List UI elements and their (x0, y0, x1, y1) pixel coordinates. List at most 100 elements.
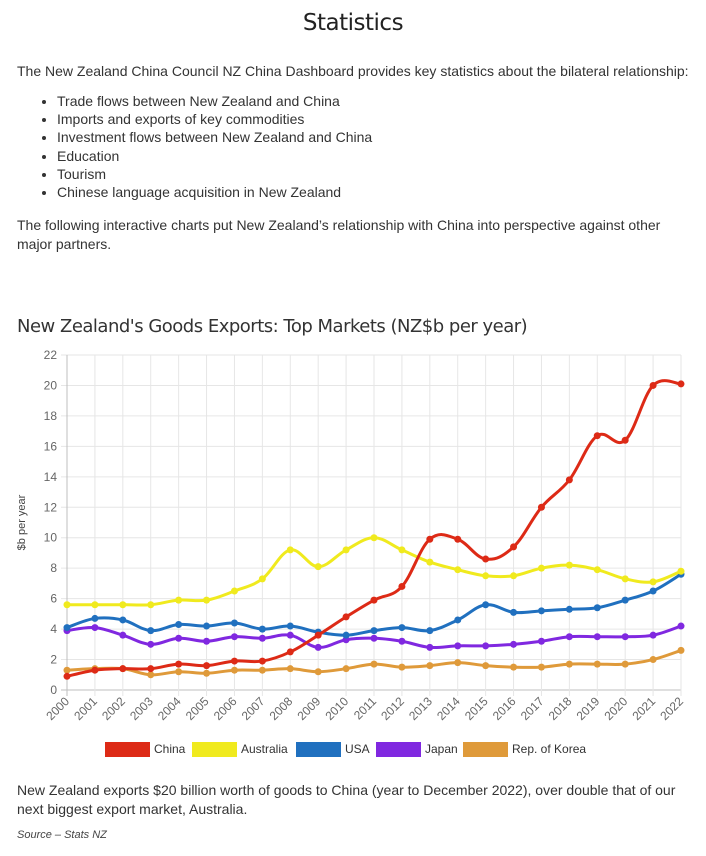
data-point-usa (91, 614, 99, 622)
legend-label: Rep. of Korea (512, 742, 587, 756)
data-point-rep-of-korea (649, 656, 657, 664)
data-point-usa (510, 608, 518, 616)
data-point-china (649, 381, 657, 389)
x-tick-label: 2010 (322, 694, 351, 723)
x-tick-label: 2012 (378, 694, 407, 723)
data-point-usa (454, 616, 462, 624)
data-point-usa (482, 601, 490, 609)
data-point-china (565, 476, 573, 484)
x-tick-label: 2003 (127, 694, 156, 723)
data-point-australia (565, 561, 573, 569)
chart-title: New Zealand's Goods Exports: Top Markets… (17, 316, 528, 337)
x-tick-label: 2009 (295, 694, 324, 723)
data-point-japan (147, 640, 155, 648)
stats-list: Trade flows between New Zealand and Chin… (17, 92, 372, 201)
data-point-rep-of-korea (482, 662, 490, 670)
x-tick-label: 2007 (239, 694, 268, 723)
data-point-japan (398, 637, 406, 645)
legend-label: Australia (241, 742, 288, 756)
data-point-china (63, 672, 71, 680)
data-point-rep-of-korea (398, 663, 406, 671)
y-tick-label: 10 (44, 531, 58, 545)
data-point-australia (119, 601, 127, 609)
x-tick-label: 2014 (434, 694, 463, 723)
data-point-china (258, 657, 266, 665)
data-point-japan (426, 643, 434, 651)
data-point-china (314, 631, 322, 639)
y-tick-label: 22 (44, 348, 58, 362)
x-tick-label: 2011 (351, 694, 379, 722)
data-point-rep-of-korea (537, 663, 545, 671)
x-tick-label: 2006 (211, 694, 240, 723)
data-point-rep-of-korea (230, 666, 238, 674)
x-tick-label: 2013 (406, 694, 435, 723)
data-point-china (286, 648, 294, 656)
list-item: Imports and exports of key commodities (57, 110, 372, 128)
data-point-rep-of-korea (147, 671, 155, 679)
data-point-australia (398, 546, 406, 554)
y-tick-label: 0 (50, 683, 57, 697)
data-point-australia (91, 601, 99, 609)
data-point-china (91, 666, 99, 674)
data-point-australia (230, 587, 238, 595)
data-point-usa (63, 624, 71, 632)
data-point-japan (677, 622, 685, 630)
data-point-australia (147, 601, 155, 609)
x-tick-label: 2002 (99, 694, 128, 723)
data-point-china (175, 660, 183, 668)
y-tick-label: 2 (50, 653, 57, 667)
legend-swatch (296, 742, 341, 757)
data-point-rep-of-korea (342, 665, 350, 673)
data-point-rep-of-korea (677, 646, 685, 654)
data-point-china (147, 665, 155, 673)
y-tick-label: 12 (44, 500, 58, 514)
data-point-china (510, 543, 518, 551)
data-point-australia (510, 572, 518, 580)
data-point-rep-of-korea (593, 660, 601, 668)
data-point-japan (230, 633, 238, 641)
data-point-china (677, 380, 685, 388)
y-tick-label: 4 (50, 622, 57, 636)
data-point-japan (286, 631, 294, 639)
data-point-china (119, 665, 127, 673)
data-point-china (230, 657, 238, 665)
data-point-australia (426, 558, 434, 566)
data-point-rep-of-korea (286, 665, 294, 673)
legend-swatch (105, 742, 150, 757)
data-point-australia (342, 546, 350, 554)
data-point-usa (565, 605, 573, 613)
legend-label: China (154, 742, 186, 756)
y-tick-label: 14 (44, 470, 58, 484)
data-point-australia (175, 596, 183, 604)
summary-note: New Zealand exports $20 billion worth of… (17, 782, 676, 817)
data-point-japan (649, 631, 657, 639)
x-tick-label: 2022 (657, 694, 686, 723)
data-point-australia (649, 578, 657, 586)
data-point-rep-of-korea (510, 663, 518, 671)
data-point-rep-of-korea (426, 662, 434, 670)
data-point-australia (314, 563, 322, 571)
data-point-japan (454, 642, 462, 650)
y-tick-label: 20 (44, 378, 58, 392)
list-item: Investment flows between New Zealand and… (57, 128, 372, 146)
data-point-china (426, 535, 434, 543)
intro-paragraph: The New Zealand China Council NZ China D… (17, 63, 689, 79)
x-tick-label: 2017 (518, 694, 547, 723)
legend-swatch (192, 742, 237, 757)
data-point-japan (258, 634, 266, 642)
source-credit: Source – Stats NZ (17, 829, 107, 841)
data-point-australia (370, 534, 378, 542)
data-point-china (593, 432, 601, 440)
data-point-usa (621, 596, 629, 604)
data-point-australia (677, 567, 685, 575)
x-tick-label: 2016 (490, 694, 519, 723)
data-point-usa (370, 627, 378, 635)
x-tick-label: 2018 (546, 694, 575, 723)
data-point-china (482, 555, 490, 563)
data-point-rep-of-korea (203, 669, 211, 677)
data-point-australia (537, 564, 545, 572)
list-item: Chinese language acquisition in New Zeal… (57, 183, 372, 201)
y-tick-label: 6 (50, 592, 57, 606)
x-tick-label: 2015 (462, 694, 491, 723)
